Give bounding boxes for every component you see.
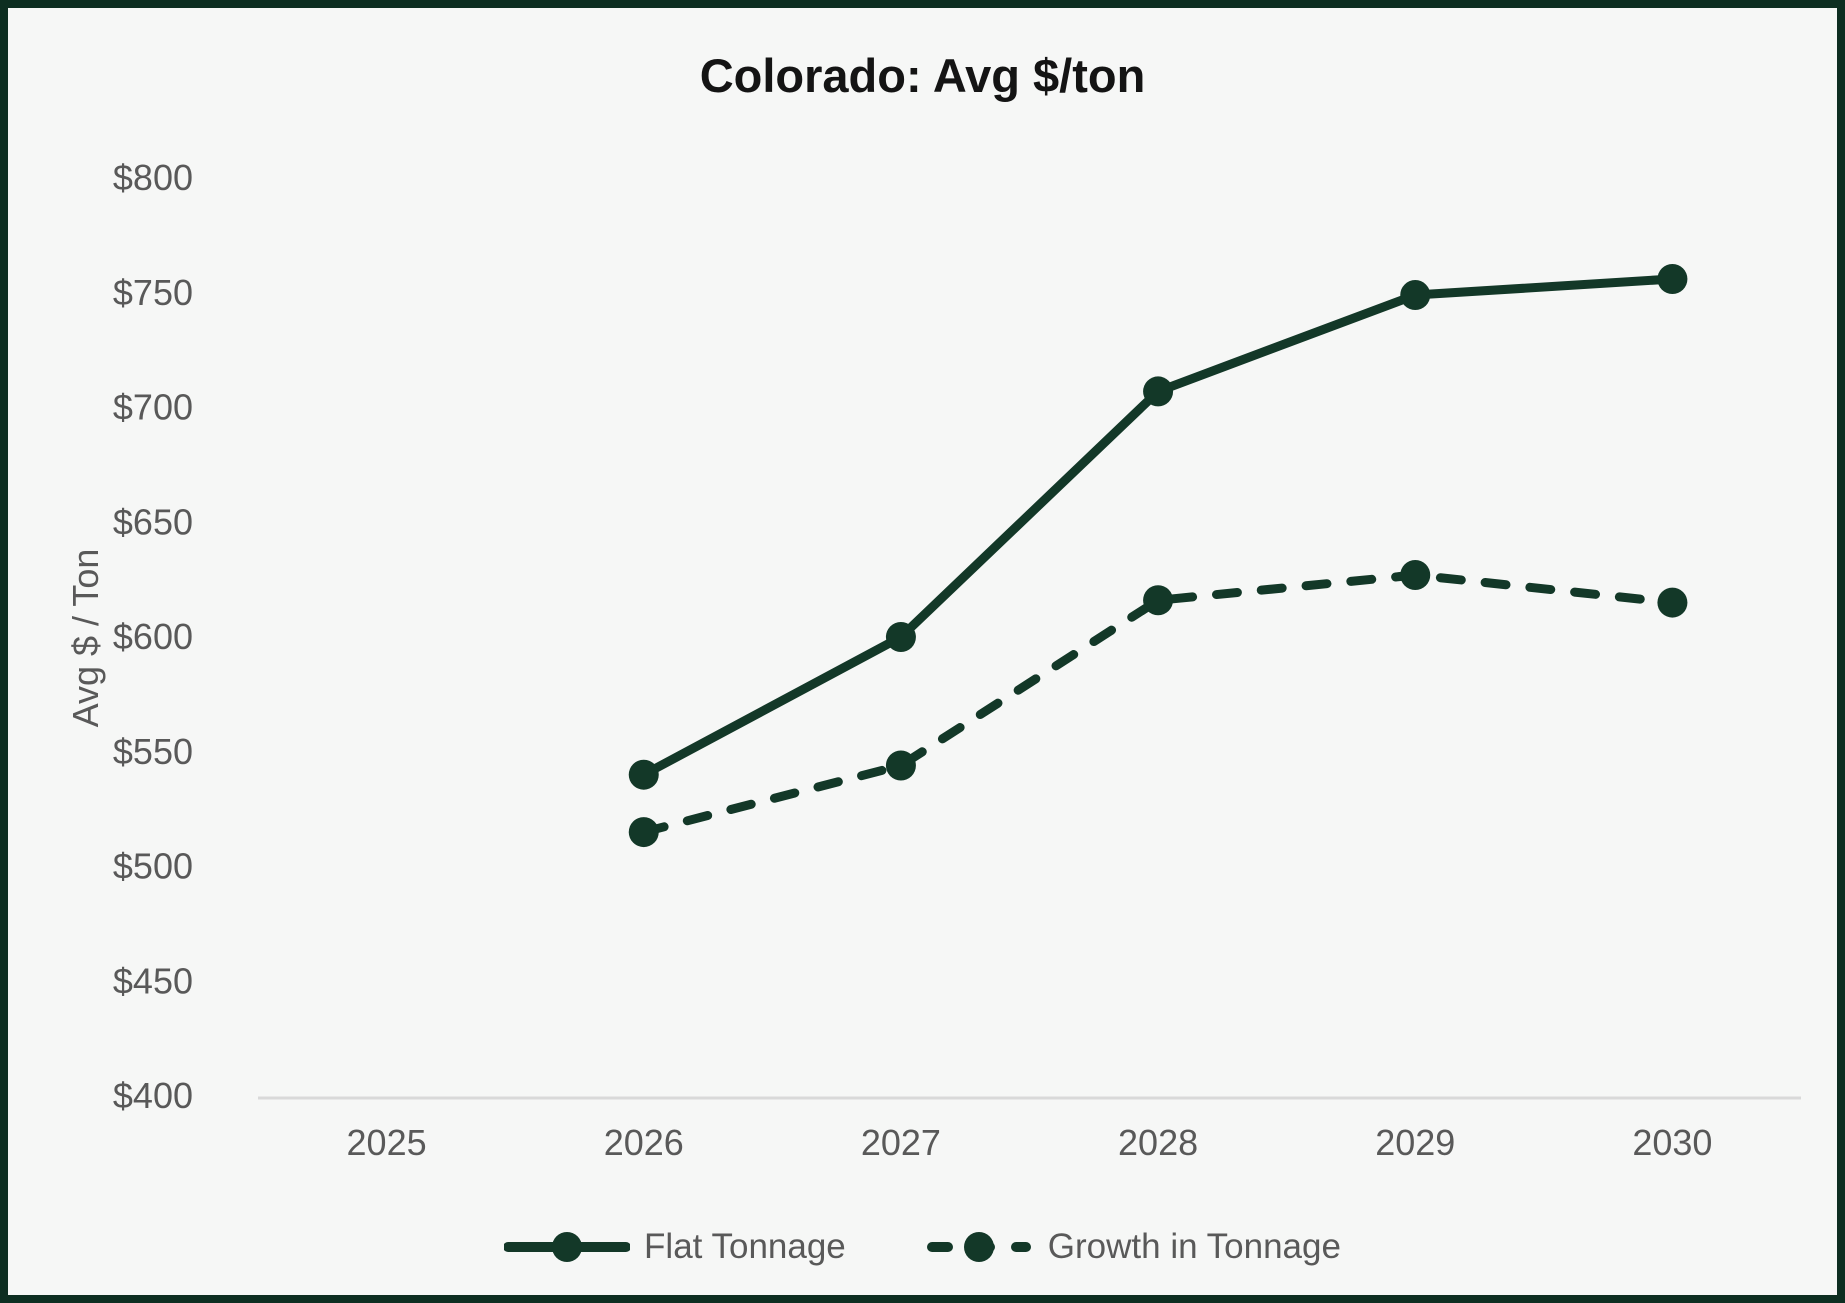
x-tick-label: 2028: [1118, 1122, 1198, 1163]
y-tick-label: $800: [113, 157, 193, 198]
y-tick-label: $500: [113, 846, 193, 887]
legend-item-flat-tonnage: Flat Tonnage: [504, 1227, 846, 1267]
y-tick-label: $600: [113, 616, 193, 657]
y-tick-label: $650: [113, 501, 193, 542]
x-tick-label: 2030: [1632, 1122, 1712, 1163]
data-point-growth-in-tonnage: [1400, 560, 1431, 591]
data-point-flat-tonnage: [1143, 376, 1174, 407]
legend: Flat Tonnage Growth in Tonnage: [8, 1227, 1837, 1267]
data-point-flat-tonnage: [1657, 263, 1688, 294]
legend-label-growth-in-tonnage: Growth in Tonnage: [1047, 1227, 1341, 1266]
series-line-flat-tonnage: [639, 274, 1677, 780]
plot-area: $400 $450 $500 $550 $600 $650 $700 $750 $800 Avg …: [65, 157, 1801, 1163]
data-point-growth-in-tonnage: [885, 750, 916, 781]
flat-tonnage-line-marker-icon: [504, 1229, 631, 1265]
data-point-growth-in-tonnage: [1143, 585, 1174, 616]
legend-item-growth-in-tonnage: Growth in Tonnage: [924, 1227, 1341, 1267]
data-point-growth-in-tonnage: [1657, 587, 1688, 618]
x-tick-label: 2026: [604, 1122, 684, 1163]
y-tick-label: $750: [113, 272, 193, 313]
data-point-flat-tonnage: [628, 759, 659, 790]
y-tick-label: $400: [113, 1075, 193, 1116]
x-tick-label: 2029: [1375, 1122, 1455, 1163]
data-point-growth-in-tonnage: [628, 817, 659, 848]
x-tick-label: 2025: [347, 1122, 427, 1163]
growth-in-tonnage-line-marker-icon: [924, 1229, 1034, 1265]
data-point-flat-tonnage: [1400, 280, 1431, 311]
y-tick-label: $700: [113, 387, 193, 428]
series-line-growth-in-tonnage: [639, 570, 1677, 837]
y-tick-label: $450: [113, 960, 193, 1001]
y-axis-title: Avg $ / Ton: [65, 549, 106, 728]
y-tick-label: $550: [113, 731, 193, 772]
data-point-flat-tonnage: [885, 622, 916, 652]
legend-label-flat-tonnage: Flat Tonnage: [644, 1227, 846, 1266]
x-tick-label: 2027: [861, 1122, 941, 1163]
chart-title: Colorado: Avg $/ton: [699, 49, 1146, 102]
